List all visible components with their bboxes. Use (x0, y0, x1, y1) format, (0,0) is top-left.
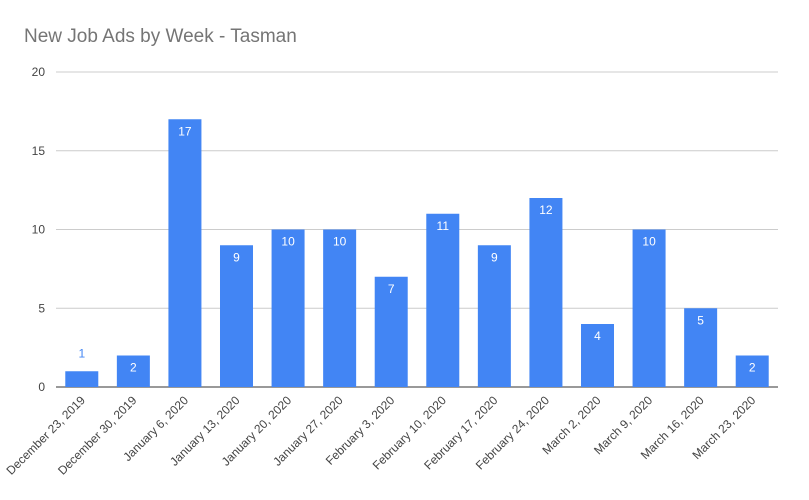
y-tick-label: 10 (32, 223, 46, 237)
bar (426, 213, 460, 387)
data-label: 4 (594, 329, 601, 343)
data-label: 17 (178, 124, 192, 138)
bar (116, 355, 150, 387)
bar (580, 324, 615, 387)
data-label: 5 (697, 313, 704, 327)
bar (374, 276, 408, 387)
bar (323, 229, 357, 387)
bar (632, 229, 666, 387)
y-tick-label: 20 (32, 65, 46, 79)
bar (65, 371, 99, 387)
bar (168, 119, 202, 387)
bar (529, 198, 563, 387)
data-label: 11 (437, 219, 450, 233)
data-label: 9 (491, 250, 498, 264)
data-label: 2 (749, 361, 756, 375)
bar (684, 308, 718, 387)
data-label: 1 (78, 346, 85, 360)
bar (271, 229, 305, 387)
data-label: 2 (130, 361, 137, 375)
y-tick-label: 5 (38, 301, 45, 315)
y-tick-label: 15 (32, 144, 46, 158)
data-label: 9 (233, 250, 240, 264)
data-label: 10 (281, 235, 295, 249)
data-label: 7 (388, 282, 395, 296)
data-label: 12 (539, 203, 553, 217)
bar (735, 355, 769, 387)
data-label: 10 (642, 235, 656, 249)
data-label: 10 (333, 235, 347, 249)
chart-title: New Job Ads by Week - Tasman (24, 26, 297, 47)
y-tick-label: 0 (38, 380, 45, 394)
bar (477, 245, 511, 387)
bar (219, 245, 254, 387)
